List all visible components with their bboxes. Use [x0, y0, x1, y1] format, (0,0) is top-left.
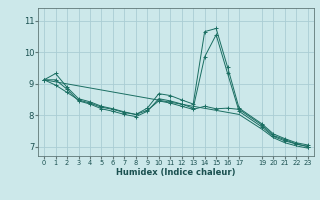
X-axis label: Humidex (Indice chaleur): Humidex (Indice chaleur) [116, 168, 236, 177]
